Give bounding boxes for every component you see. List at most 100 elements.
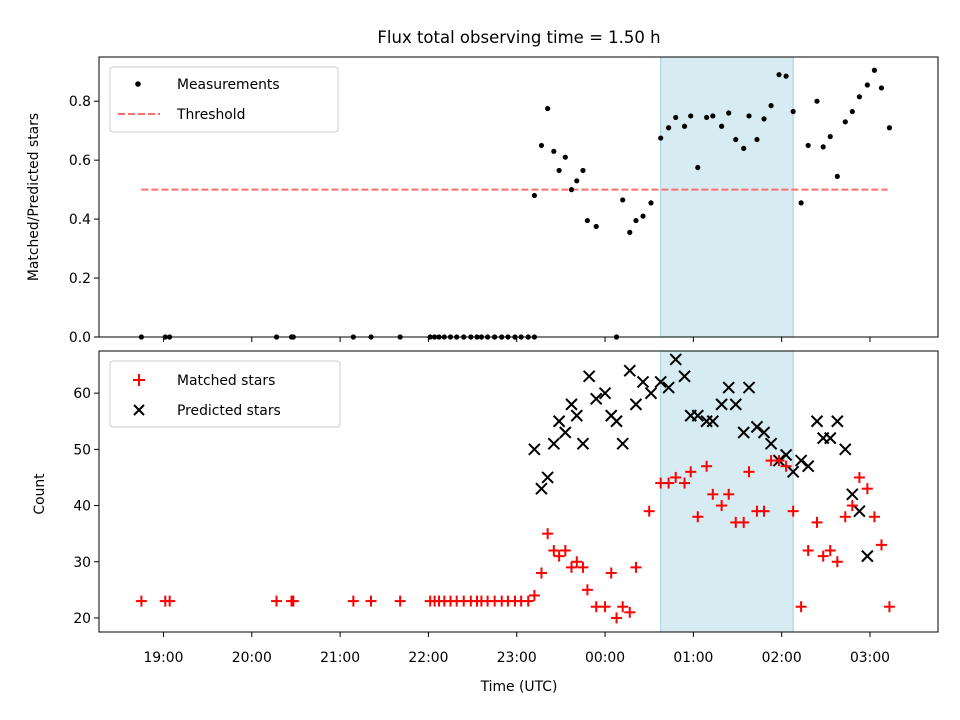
measurement-point [538,142,545,149]
predicted-star-point [582,370,596,383]
top-y-axis-ticks: 0.0 0.2 0.4 0.6 0.8 [69,94,99,346]
legend-label-threshold: Threshold [176,107,245,123]
top-y-tick-label: 0.0 [69,330,91,346]
bottom-legend: Matched stars Predicted stars [109,360,341,428]
measurement-point [574,178,580,184]
predicted-star-point [750,420,764,434]
matched-star-point [817,550,829,562]
bottom-x-tick-label: 23:00 [497,650,537,666]
matched-star-point [670,471,682,483]
matched-star-point [773,455,785,467]
bottom-x-tick-label: 01:00 [673,650,713,666]
matched-star-point [522,595,534,607]
measurement-point [584,217,590,224]
top-y-tick-label: 0.2 [69,271,91,287]
predicted-star-point [547,437,561,450]
matched-star-point [565,561,577,573]
star-count-points-layer [135,353,895,624]
measurement-point [871,67,878,73]
matched-star-point [716,500,728,512]
measurement-point [834,173,840,179]
predicted-star-point [722,381,735,394]
top-observing-span [660,56,794,338]
bottom-x-tick-label: 03:00 [850,650,890,666]
measurement-point [790,108,796,115]
bottom-panel: 20 30 40 50 60 19:00 20:00 21:00 22:00 23:00 00:0… [32,350,939,695]
top-x-axis-ticks [162,337,871,342]
matched-star-point [853,471,865,483]
bottom-y-tick-label: 60 [73,386,91,402]
bottom-x-tick-label: 20:00 [232,650,272,666]
legend-marker-matched-stars [133,374,145,386]
bottom-axes-frame [98,350,939,633]
predicted-star-point [786,465,800,479]
predicted-star-point [669,353,682,366]
predicted-star-point [662,381,675,394]
predicted-star-point [616,437,629,450]
measurement-point [531,192,537,199]
predicted-star-point [824,431,837,445]
matched-star-point [839,511,851,523]
measurement-point [754,136,760,143]
predicted-star-point [810,415,824,428]
top-axes-frame [98,56,939,338]
measurement-point [658,135,664,141]
measurement-point [849,108,855,115]
predicted-star-point [846,488,859,501]
predicted-star-point [629,398,643,411]
predicted-star-point [764,437,778,450]
matched-star-point [571,556,583,568]
measurement-point [704,114,710,121]
matched-star-point [679,477,691,489]
matched-star-point [692,511,704,523]
bottom-observing-span-rect [660,350,794,633]
matched-star-point [624,606,636,618]
top-observing-span-rect [660,56,794,338]
matched-star-point [599,601,611,613]
predicted-star-point [742,381,756,394]
predicted-star-point [535,482,548,495]
legend-label-predicted-stars: Predicted stars [177,403,281,419]
predicted-star-point [757,426,771,439]
measurement-point [710,113,716,119]
matched-star-point [617,601,629,613]
predicted-star-point [706,415,720,428]
matched-star-point [824,545,836,557]
bottom-x-tick-label: 22:00 [408,650,448,666]
matched-star-point [548,545,560,557]
predicted-star-point [737,426,750,439]
predicted-star-point [570,409,583,422]
measurement-point [688,113,694,119]
top-panel: 0.00.20.40.60.8 Matched/Predicted stars … [26,56,939,346]
measurement-point [856,94,862,100]
matched-star-point [875,539,887,551]
matched-star-point [701,460,713,472]
matched-star-point [846,500,858,512]
predicted-star-point [623,364,636,377]
bottom-legend-box [109,360,341,428]
measurement-point [746,113,752,119]
measurement-point [761,116,767,122]
measurement-point [768,103,774,109]
measurement-point [842,119,848,125]
matched-star-point [542,528,554,540]
bottom-x-tick-label: 21:00 [320,650,360,666]
measurement-point [627,229,633,235]
bottom-y-tick-label: 20 [73,611,91,627]
bottom-y-axis-label: Count [32,473,48,515]
matched-star-point [738,516,750,528]
measurement-point [827,133,833,140]
measurement-point [814,98,820,104]
matched-star-point [581,584,593,596]
matched-star-point [743,466,755,478]
predicted-star-point [644,386,658,400]
top-y-axis-label: Matched/Predicted stars [26,113,42,281]
measurement-point [556,167,562,174]
top-legend-box [109,66,339,133]
bottom-y-tick-label: 30 [73,555,91,571]
x-axis-label: Time (UTC) [480,679,558,695]
bottom-x-axis-ticks: 19:00 20:00 21:00 22:00 23:00 00:00 01:00 02:00… [143,632,890,666]
matched-star-point [135,595,147,607]
matched-star-point [164,595,176,607]
